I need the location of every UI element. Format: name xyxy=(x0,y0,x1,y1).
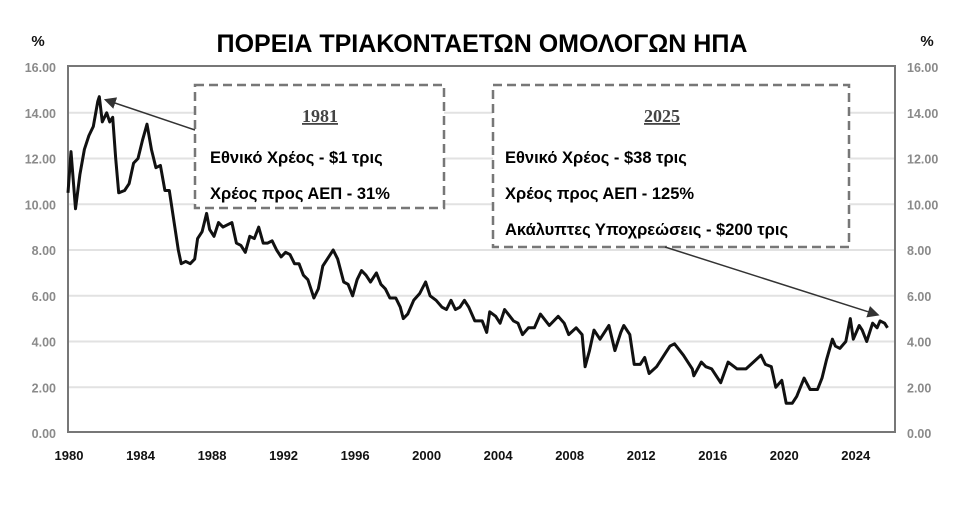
y-tick-label-right: 10.00 xyxy=(907,198,938,212)
annotation-box xyxy=(491,83,851,249)
annotation-heading: 2025 xyxy=(644,106,680,126)
left-axis-unit: % xyxy=(31,33,44,50)
y-tick-label-left: 2.00 xyxy=(32,381,56,395)
x-tick-label: 2012 xyxy=(627,448,656,463)
annotation-heading: 1981 xyxy=(302,106,338,126)
y-tick-label-left: 4.00 xyxy=(32,336,56,350)
left-y-axis: 0.00 2.00 4.00 6.00 8.00 10.00 12.00 14.00 16.00 xyxy=(25,61,56,441)
annotation-box xyxy=(193,83,446,210)
x-tick-label: 2000 xyxy=(412,448,441,463)
annotation-line: Χρέος προς ΑΕΠ - 125% xyxy=(505,185,694,203)
y-tick-label-right: 0.00 xyxy=(907,427,931,441)
annotation-line: Εθνικό Χρέος - $38 τρις xyxy=(505,149,687,167)
x-tick-label: 1996 xyxy=(341,448,370,463)
y-tick-label-left: 12.00 xyxy=(25,153,56,167)
annotation-line: Χρέος προς ΑΕΠ - 31% xyxy=(210,185,390,203)
y-tick-label-right: 8.00 xyxy=(907,244,931,258)
y-tick-label-right: 2.00 xyxy=(907,381,931,395)
right-axis-unit: % xyxy=(920,33,933,50)
y-tick-label-right: 16.00 xyxy=(907,61,938,75)
annotation-line: Εθνικό Χρέος - $1 τρις xyxy=(210,149,383,167)
x-tick-label: 2024 xyxy=(841,448,871,463)
y-tick-label-left: 10.00 xyxy=(25,198,56,212)
x-tick-label: 1984 xyxy=(126,448,156,463)
plot-frame xyxy=(67,65,896,433)
x-tick-label: 1992 xyxy=(269,448,298,463)
chart-title: ΠΟΡΕΙΑ ΤΡΙΑΚΟΝΤΑΕΤΩΝ ΟΜΟΛΟΓΩΝ ΗΠΑ xyxy=(217,30,748,58)
y-tick-label-right: 14.00 xyxy=(907,107,938,121)
y-tick-label-right: 4.00 xyxy=(907,336,931,350)
y-tick-label-left: 8.00 xyxy=(32,244,56,258)
annotation-2025: 2025 Εθνικό Χρέος - $38 τρις Χρέος προς ΑΕ… xyxy=(491,83,880,318)
annotation-arrow xyxy=(664,246,880,318)
x-tick-label: 2004 xyxy=(484,448,514,463)
x-tick-label: 1988 xyxy=(198,448,227,463)
x-tick-label: 2008 xyxy=(555,448,584,463)
y-tick-label-left: 14.00 xyxy=(25,107,56,121)
x-tick-label: 2020 xyxy=(770,448,799,463)
y-tick-label-right: 6.00 xyxy=(907,290,931,304)
annotation-1981: 1981 Εθνικό Χρέος - $1 τρις Χρέος προς ΑΕΠ… xyxy=(103,83,446,210)
y-tick-label-left: 16.00 xyxy=(25,61,56,75)
y-tick-label-left: 6.00 xyxy=(32,290,56,304)
x-tick-label: 1980 xyxy=(55,448,84,463)
x-axis: 1980 1984 1988 1992 1996 2000 2004 2008 2012 2016… xyxy=(55,448,871,463)
annotation-arrow xyxy=(103,97,196,131)
y-tick-label-right: 12.00 xyxy=(907,153,938,167)
y-tick-label-left: 0.00 xyxy=(32,427,56,441)
annotation-line: Ακάλυπτες Υποχρεώσεις - $200 τρις xyxy=(505,221,788,239)
right-y-axis: 0.00 2.00 4.00 6.00 8.00 10.00 12.00 14.00 16.00 xyxy=(907,61,938,441)
x-tick-label: 2016 xyxy=(698,448,727,463)
annotations: 1981 Εθνικό Χρέος - $1 τρις Χρέος προς ΑΕΠ… xyxy=(103,83,880,318)
series-line-30y-yield xyxy=(66,95,889,405)
